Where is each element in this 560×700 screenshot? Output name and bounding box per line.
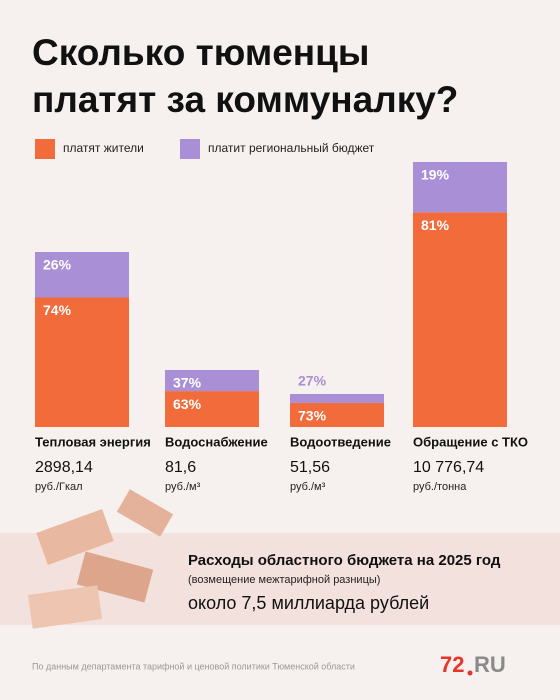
value-label: 63% bbox=[173, 396, 202, 412]
legend-swatch bbox=[35, 139, 55, 159]
bar-segment bbox=[413, 162, 507, 213]
bar-segment bbox=[413, 212, 507, 427]
unit: руб./тонна bbox=[413, 481, 467, 493]
bar-segment bbox=[35, 297, 129, 427]
value-label: 74% bbox=[43, 302, 72, 318]
value-label: 81% bbox=[421, 217, 450, 233]
category-label: Водоотведение bbox=[290, 434, 391, 449]
value-label: 27% bbox=[298, 373, 327, 389]
money-illustration bbox=[27, 489, 174, 629]
logo-dot bbox=[467, 670, 473, 676]
title-line: платят за коммуналку? bbox=[32, 79, 458, 120]
value-label: 37% bbox=[173, 375, 202, 391]
value-label: 73% bbox=[298, 408, 327, 424]
price: 10 776,74 bbox=[413, 459, 484, 476]
logo-number: 72 bbox=[440, 652, 464, 677]
budget-subtitle: (возмещение межтарифной разницы) bbox=[188, 574, 380, 586]
title-line: Сколько тюменцы bbox=[32, 32, 369, 73]
category-label: Тепловая энергия bbox=[35, 434, 151, 449]
logo-text: RU bbox=[474, 652, 506, 677]
budget-amount: около 7,5 миллиарда рублей bbox=[188, 593, 429, 613]
category-label: Обращение с ТКО bbox=[413, 434, 528, 449]
price: 2898,14 bbox=[35, 459, 93, 476]
legend-label: платят жители bbox=[63, 141, 144, 155]
source: По данным департамента тарифной и ценово… bbox=[32, 661, 355, 671]
bar-segment bbox=[165, 370, 259, 392]
bar-segment bbox=[290, 402, 384, 427]
bar-segment bbox=[35, 252, 129, 298]
bar-segment bbox=[290, 394, 384, 403]
legend-swatch bbox=[180, 139, 200, 159]
value-label: 19% bbox=[421, 167, 450, 183]
price: 51,56 bbox=[290, 459, 330, 476]
unit: руб./Гкал bbox=[35, 481, 83, 493]
bar-segment bbox=[165, 391, 259, 427]
value-label: 26% bbox=[43, 257, 72, 273]
legend-label: платит региональный бюджет bbox=[208, 141, 375, 155]
unit: руб./м³ bbox=[165, 481, 201, 493]
unit: руб./м³ bbox=[290, 481, 326, 493]
budget-title: Расходы областного бюджета на 2025 год bbox=[188, 552, 501, 569]
price: 81,6 bbox=[165, 459, 196, 476]
category-label: Водоснабжение bbox=[165, 434, 268, 449]
